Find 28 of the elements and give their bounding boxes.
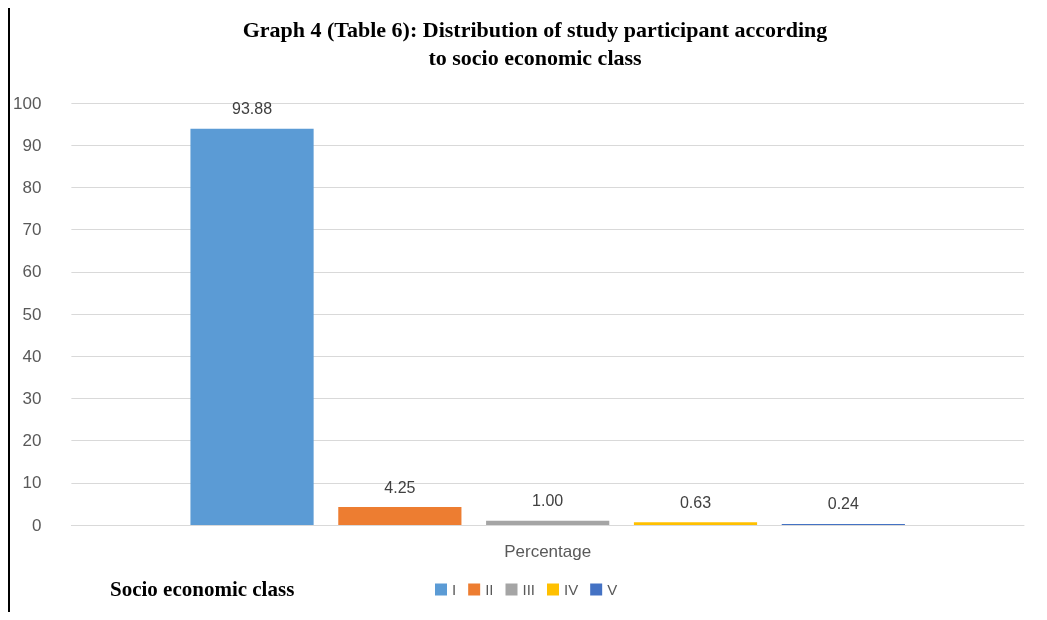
data-label: 0.63 [679, 493, 712, 511]
bar [338, 507, 462, 525]
y-tick-label: 10 [22, 473, 42, 493]
y-tick-label: 70 [22, 220, 42, 240]
legend-label: II [485, 581, 494, 598]
y-tick-label: 100 [12, 93, 42, 113]
legend-label: I [452, 581, 457, 598]
y-tick-label: 40 [22, 346, 42, 366]
y-tick-label: 30 [22, 388, 42, 408]
data-label: 4.25 [384, 478, 416, 496]
legend-label: III [522, 581, 536, 598]
data-label: 0.24 [827, 495, 859, 513]
data-label: 1.00 [532, 492, 564, 510]
y-tick-label: 90 [22, 135, 42, 155]
legend-label: V [607, 581, 618, 598]
bar [633, 522, 758, 525]
legend-label: IV [564, 581, 579, 598]
x-tick-label: Percentage [504, 542, 592, 561]
y-tick-label: 60 [22, 262, 42, 282]
data-label: 93.88 [232, 100, 273, 118]
legend-title: Socio economic class [110, 576, 295, 601]
bar [190, 128, 314, 525]
bar [486, 520, 610, 525]
y-tick-label: 50 [22, 304, 42, 324]
y-tick-label: 0 [31, 515, 42, 535]
chart-title: Graph 4 (Table 6): Distribution of study participant according to socio economic class [242, 16, 828, 70]
y-tick-label: 20 [22, 431, 42, 451]
y-tick-label: 80 [22, 177, 42, 197]
